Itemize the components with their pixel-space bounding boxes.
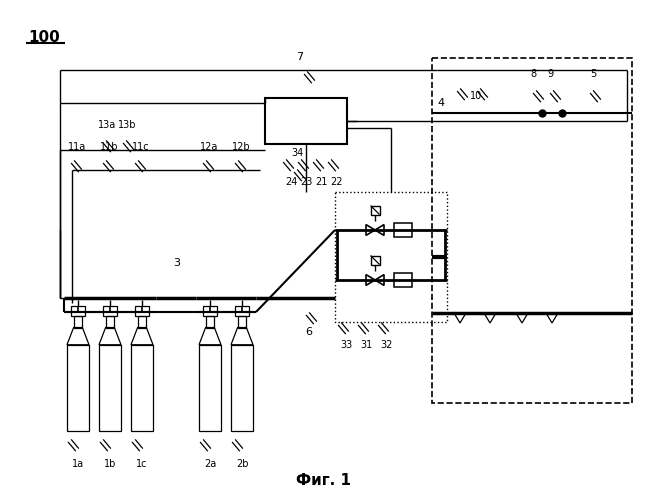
Bar — [235, 306, 249, 316]
Bar — [74, 316, 83, 328]
Text: 2a: 2a — [204, 459, 216, 469]
Bar — [231, 345, 253, 431]
Text: 5: 5 — [590, 69, 596, 79]
Bar — [371, 206, 379, 214]
Bar — [135, 306, 149, 316]
Bar — [205, 316, 214, 328]
Bar — [103, 306, 117, 316]
Text: 11b: 11b — [100, 142, 118, 152]
Text: 22: 22 — [330, 177, 342, 187]
Text: 3: 3 — [173, 258, 180, 268]
Bar — [199, 345, 221, 431]
Text: 4: 4 — [437, 98, 444, 108]
Text: 12a: 12a — [200, 142, 218, 152]
Text: 1a: 1a — [72, 459, 84, 469]
Text: 6: 6 — [305, 327, 312, 337]
Text: 1b: 1b — [104, 459, 116, 469]
Text: 23: 23 — [300, 177, 313, 187]
Bar — [265, 98, 347, 144]
Bar — [131, 345, 153, 431]
Text: 9: 9 — [547, 69, 553, 79]
Bar — [138, 316, 147, 328]
Bar — [99, 345, 121, 431]
Bar — [238, 316, 246, 328]
Text: 31: 31 — [360, 340, 372, 350]
Bar — [203, 306, 217, 316]
Bar — [67, 345, 89, 431]
Text: Фиг. 1: Фиг. 1 — [295, 473, 351, 488]
Text: 1c: 1c — [136, 459, 147, 469]
Text: 13a: 13a — [98, 120, 116, 130]
Bar — [371, 256, 379, 264]
Text: 11a: 11a — [68, 142, 87, 152]
Text: 33: 33 — [340, 340, 352, 350]
Text: 13b: 13b — [118, 120, 136, 130]
Text: 10: 10 — [470, 91, 483, 101]
Text: 100: 100 — [28, 30, 59, 45]
Text: 7: 7 — [296, 52, 303, 62]
Text: 12b: 12b — [232, 142, 251, 152]
Bar — [105, 316, 114, 328]
Bar — [394, 273, 412, 287]
Text: 8: 8 — [530, 69, 536, 79]
Text: 32: 32 — [380, 340, 392, 350]
Bar — [71, 306, 85, 316]
Text: 11c: 11c — [132, 142, 150, 152]
Bar — [394, 223, 412, 237]
Text: 21: 21 — [315, 177, 328, 187]
Text: 2b: 2b — [236, 459, 249, 469]
Text: 24: 24 — [285, 177, 297, 187]
Bar — [432, 58, 632, 403]
Bar — [335, 192, 447, 322]
Text: 34: 34 — [291, 148, 303, 158]
